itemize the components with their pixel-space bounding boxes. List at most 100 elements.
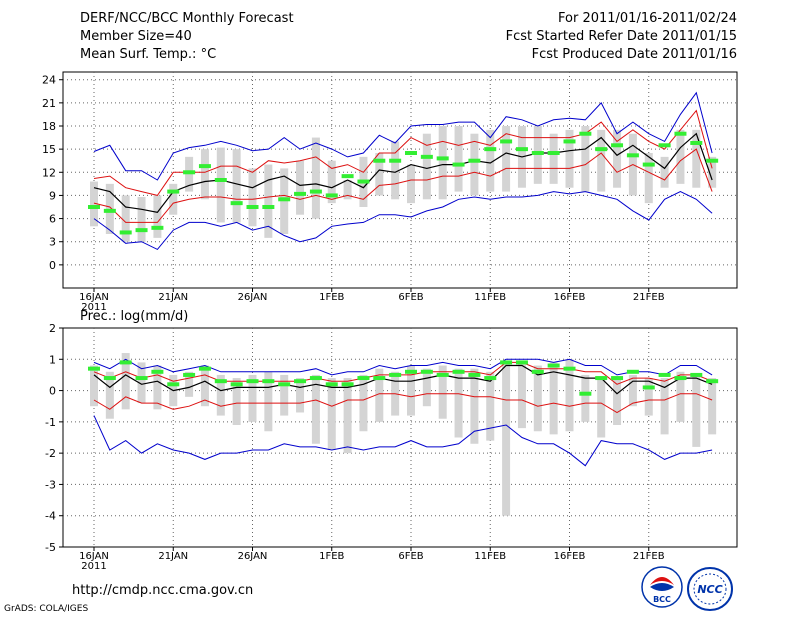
prec-observed-mark (151, 369, 164, 374)
temp-observed-mark (198, 164, 211, 169)
prec-range-bar (502, 362, 511, 516)
prec-observed-mark (547, 363, 560, 368)
prec-range-bar (327, 378, 336, 451)
temp-ytick-label: 9 (49, 189, 56, 202)
temp-range-bar (375, 153, 384, 196)
temp-observed-mark (357, 179, 370, 184)
prec-range-bar (232, 378, 241, 425)
prec-observed-mark (278, 382, 291, 387)
temp-xtick-year: 2011 (81, 302, 106, 313)
temp-range-bar (422, 133, 431, 200)
temp-range-bar (343, 180, 352, 200)
prec-observed-mark (452, 369, 465, 374)
prec-range-bar (280, 374, 289, 416)
prec-observed-mark (563, 366, 576, 371)
forecast-period: For 2011/01/16-2011/02/24 (558, 11, 737, 26)
temp-range-bar (692, 129, 701, 188)
temp-observed-mark (246, 205, 259, 209)
temp-range-bar (660, 156, 669, 188)
bcc-logo: BCC (641, 566, 683, 608)
temp-observed-mark (579, 131, 592, 136)
prec-range-bar (185, 371, 194, 397)
temp-ytick-label: 3 (49, 236, 56, 249)
prec-observed-mark (626, 369, 639, 374)
temp-observed-mark (373, 158, 386, 163)
temp-observed-mark (325, 193, 338, 198)
temp-range-bar (613, 129, 622, 188)
prec-ytick-label: 0 (49, 385, 56, 398)
prec-observed-mark (119, 360, 132, 365)
temp-range-bar (502, 126, 511, 192)
prec-xtick-label: 11FEB (474, 551, 506, 562)
ncc-logo-globe (693, 573, 727, 605)
temp-ytick-label: 15 (42, 143, 56, 156)
temp-observed-mark (135, 228, 148, 233)
temp-ensemble-min-line (93, 191, 713, 251)
temp-ytick-label: 24 (42, 74, 56, 87)
temp-observed-mark (595, 147, 608, 152)
temp-range-bar (676, 129, 685, 184)
temp-observed-mark (167, 189, 180, 194)
prec-observed-mark (167, 382, 180, 387)
prec-range-bar (216, 374, 225, 416)
prec-ytick-label: -3 (45, 478, 56, 491)
temp-observed-mark (341, 174, 354, 179)
prec-range-bar (517, 362, 526, 429)
bcc-logo-text: BCC (653, 595, 671, 604)
variable-label: Mean Surf. Temp.: °C (80, 47, 217, 62)
prec-observed-mark (500, 360, 513, 365)
prec-ytick-label: -1 (45, 416, 56, 429)
prec-observed-mark (658, 372, 671, 377)
temp-observed-mark (436, 156, 449, 161)
temp-xtick-label: 6FEB (398, 292, 423, 303)
temp-observed-mark (278, 197, 291, 202)
temp-observed-mark (88, 205, 100, 209)
prec-observed-mark (436, 372, 449, 377)
temp-xtick-label: 1FEB (319, 292, 344, 303)
temp-ytick-label: 0 (49, 259, 56, 272)
prec-xtick-label: 16JAN (79, 551, 109, 562)
temp-ytick-label: 18 (42, 120, 56, 133)
prec-range-bar (311, 374, 320, 444)
temp-range-bar (708, 156, 717, 188)
prec-ytick-label: -2 (45, 447, 56, 460)
temp-observed-mark (420, 154, 433, 159)
temp-range-bar (153, 195, 162, 238)
temp-observed-mark (690, 140, 703, 145)
prec-observed-mark (642, 385, 655, 390)
prec-range-bar (708, 378, 717, 435)
start-date: Fcst Started Refer Date 2011/01/15 (505, 29, 737, 44)
temp-spread-upper-line (93, 109, 713, 196)
prec-range-bar (343, 378, 352, 454)
temp-range-bar (327, 160, 336, 204)
prec-range-bar (660, 378, 669, 435)
footer-url[interactable]: http://cmdp.ncc.cma.gov.cn (72, 583, 254, 598)
ncc-logo-text: NCC (697, 583, 722, 596)
temp-range-bar (391, 141, 400, 200)
prec-ytick-label: 1 (49, 353, 56, 366)
prec-xtick-label: 21FEB (633, 551, 665, 562)
prec-ytick-label: 2 (49, 322, 56, 335)
temp-range-bar (454, 126, 463, 192)
temp-range-bar (264, 164, 273, 238)
prec-range-bar (137, 362, 146, 404)
prec-observed-mark (531, 369, 544, 374)
member-size: Member Size=40 (80, 29, 192, 44)
ncc-logo: NCC (687, 567, 733, 611)
prec-observed-mark (484, 376, 497, 381)
prec-observed-mark (183, 372, 196, 377)
prec-range-bar (121, 353, 130, 410)
prec-observed-mark (262, 379, 275, 384)
temp-observed-mark (563, 139, 576, 144)
prec-observed-mark (357, 376, 370, 381)
temp-range-bar (581, 126, 590, 192)
prec-range-bar (105, 371, 114, 419)
prec-observed-mark (674, 376, 687, 381)
temp-range-bar (296, 160, 305, 215)
prec-observed-mark (88, 366, 100, 371)
prec-range-bar (613, 378, 622, 425)
temp-ytick-label: 6 (49, 213, 56, 226)
temp-observed-mark (119, 230, 132, 235)
temp-range-bar (248, 168, 257, 227)
temp-observed-mark (294, 191, 307, 196)
